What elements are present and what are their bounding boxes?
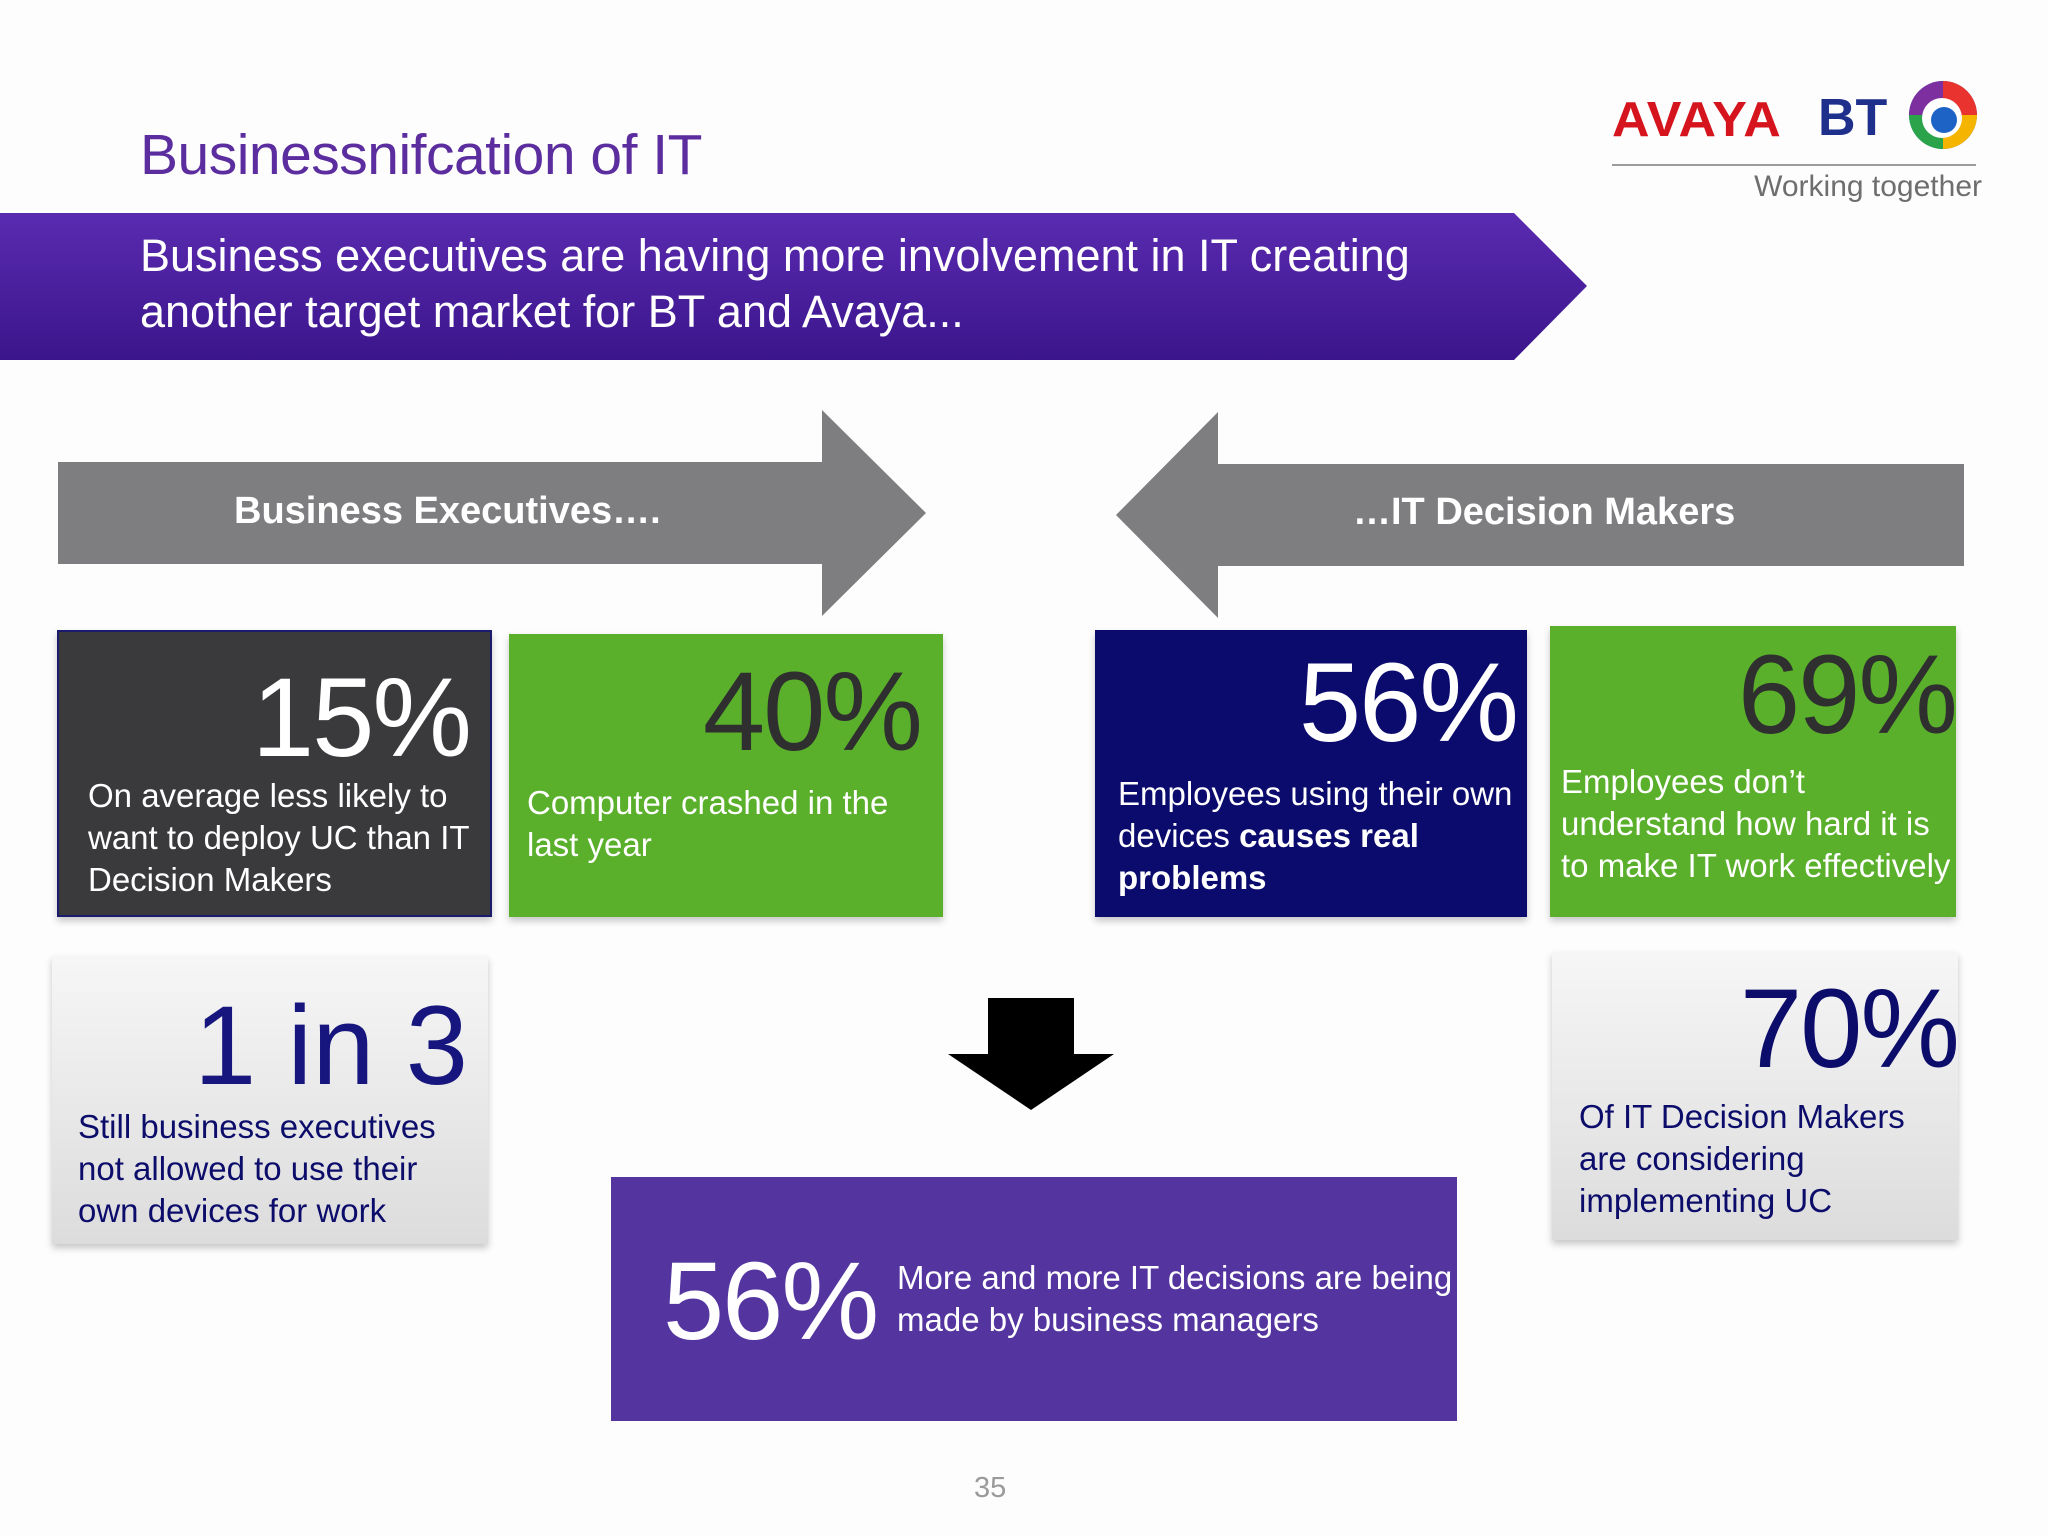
stat-value: 69% (1737, 632, 1958, 757)
stat-description: Of IT Decision Makers are considering im… (1579, 1098, 1905, 1219)
business-executives-label: Business Executives…. (234, 490, 661, 532)
stat-box-15: 15% On average less likely to want to de… (57, 630, 492, 917)
it-decision-makers-arrow (1116, 412, 1964, 618)
stat-description: Employees using their own devices causes… (1118, 773, 1518, 899)
stat-description-bold: causes real problems (1118, 817, 1419, 896)
stat-line-2: understand how hard it is (1561, 805, 1930, 842)
stat-box-56-devices: 56% Employees using their own devices ca… (1095, 630, 1527, 917)
down-arrow-icon (948, 998, 1114, 1110)
stat-value: 56% (663, 1240, 879, 1363)
stat-value: 1 in 3 (194, 983, 468, 1108)
banner-text: Business executives are having more invo… (140, 228, 1520, 340)
stat-description: On average less likely to want to deploy… (88, 777, 469, 898)
page-number: 35 (974, 1472, 1007, 1504)
stat-description: Employees don’t understand how hard it i… (1561, 761, 1981, 887)
banner-line-2: another target market for BT and Avaya..… (140, 286, 964, 337)
stat-box-1-in-3: 1 in 3 Still business executives not all… (52, 956, 488, 1244)
bt-tagline: Working together (1754, 170, 1982, 203)
stat-description-plain: Employees using their own devices (1118, 775, 1513, 854)
stat-box-70: 70% Of IT Decision Makers are considerin… (1552, 952, 1960, 1240)
bt-logo: BT (1818, 89, 1888, 147)
stat-line-3: to make IT work effectively (1561, 847, 1951, 884)
bt-globe-icon (1909, 81, 1977, 149)
stat-value: 40% (702, 649, 923, 774)
stat-box-56-business-managers: 56% More and more IT decisions are being… (611, 1177, 1457, 1421)
avaya-logo: AVAYA (1612, 92, 1782, 148)
stat-value: 70% (1739, 966, 1960, 1091)
stat-box-69: 69% Employees don’t understand how hard … (1550, 626, 1958, 917)
partner-logos: AVAYA BT Working together (1612, 60, 1992, 210)
headline-banner (0, 213, 1590, 360)
slide-title: Businessnifcation of IT (140, 123, 702, 187)
business-executives-arrow (58, 410, 926, 616)
stat-line-1: Employees don’t (1561, 763, 1805, 800)
stat-description: Still business executives not allowed to… (78, 1108, 436, 1229)
it-decision-makers-label: …IT Decision Makers (1353, 491, 1736, 533)
stat-value: 56% (1298, 640, 1519, 765)
stat-description: More and more IT decisions are being mad… (897, 1259, 1453, 1338)
stat-box-40: 40% Computer crashed in the last year (509, 634, 943, 917)
stat-value: 15% (251, 655, 472, 780)
banner-line-1: Business executives are having more invo… (140, 230, 1410, 281)
logo-divider (1612, 164, 1976, 166)
stat-description: Computer crashed in the last year (527, 784, 889, 863)
